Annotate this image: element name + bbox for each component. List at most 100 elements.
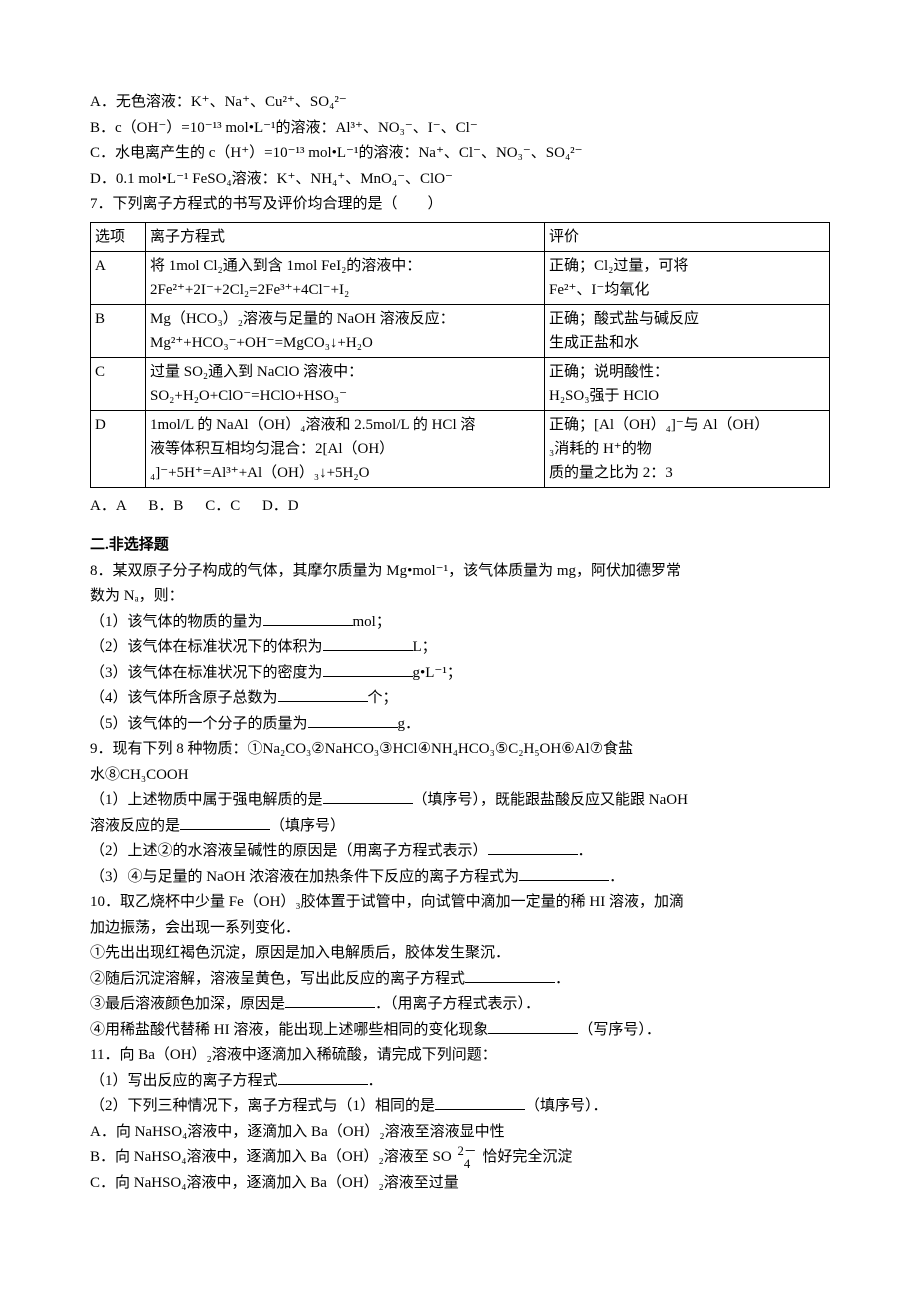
text: 水电离产生的 c（H⁺）=10⁻¹³ mol•L⁻¹的溶液：Na⁺、Cl⁻、NO… bbox=[115, 145, 583, 161]
line: SO₂+H₂O+ClO⁻=HClO+HSO₃⁻ bbox=[150, 388, 347, 404]
line: 2Fe²⁺+2I⁻+2Cl₂=2Fe³⁺+4Cl⁻+I₂ bbox=[150, 282, 349, 298]
th-equation: 离子方程式 bbox=[146, 222, 545, 251]
q6-opt-a: A．无色溶液：K⁺、Na⁺、Cu²⁺、SO₄²⁻ bbox=[90, 90, 830, 116]
label: B． bbox=[90, 120, 115, 136]
blank bbox=[285, 992, 375, 1008]
blank bbox=[323, 788, 413, 804]
line: 正确；Cl₂过量，可将 bbox=[549, 258, 688, 274]
q8-2: （2）该气体在标准状况下的体积为 L； bbox=[90, 635, 830, 661]
text: B．向 NaHSO₄溶液中，逐滴加入 Ba（OH）₂溶液至 SO bbox=[90, 1149, 452, 1165]
table-row: C 过量 SO₂通入到 NaClO 溶液中： SO₂+H₂O+ClO⁻=HClO… bbox=[91, 357, 830, 410]
q8-5: （5）该气体的一个分子的质量为 g． bbox=[90, 712, 830, 738]
line: 正确；说明酸性： bbox=[549, 364, 669, 380]
cell-opt: D bbox=[91, 410, 146, 487]
line: ₃消耗的 H⁺的物 bbox=[549, 441, 652, 457]
line: 将 1mol Cl₂通入到含 1mol FeI₂的溶液中： bbox=[150, 258, 421, 274]
section-2-title: 二.非选择题 bbox=[90, 533, 830, 559]
q7-choices: A．A B．B C．C D．D bbox=[90, 494, 830, 520]
text: （2）下列三种情况下，离子方程式与（1）相同的是 bbox=[90, 1098, 435, 1114]
text: （填序号），既能跟盐酸反应又能跟 NaOH bbox=[413, 792, 688, 808]
q7-stem: 7．下列离子方程式的书写及评价均合理的是（ ） bbox=[90, 192, 830, 218]
q8-stem: 8．某双原子分子构成的气体，其摩尔质量为 Mg•mol⁻¹，该气体质量为 mg，… bbox=[90, 559, 830, 585]
line: Fe²⁺、I⁻均氧化 bbox=[549, 282, 649, 298]
blank bbox=[278, 1069, 368, 1085]
q11-B: B．向 NaHSO₄溶液中，逐滴加入 Ba（OH）₂溶液至 SO 2－4 恰好完… bbox=[90, 1145, 830, 1171]
q8-3: （3）该气体在标准状况下的密度为 g•L⁻¹； bbox=[90, 661, 830, 687]
label: D． bbox=[90, 171, 116, 187]
blank bbox=[488, 839, 578, 855]
line: 质的量之比为 2：3 bbox=[549, 465, 673, 481]
q11-1: （1）写出反应的离子方程式 ． bbox=[90, 1069, 830, 1095]
text: （4）该气体所含原子总数为 bbox=[90, 690, 278, 706]
blank bbox=[488, 1018, 578, 1034]
text: 个； bbox=[368, 690, 398, 706]
label: A． bbox=[90, 94, 116, 110]
q8-stem2: 数为 Nₐ，则： bbox=[90, 584, 830, 610]
q11-stem: 11．向 Ba（OH）₂溶液中逐滴加入稀硫酸，请完成下列问题： bbox=[90, 1043, 830, 1069]
q9-2: （2）上述②的水溶液呈碱性的原因是（用离子方程式表示）． bbox=[90, 839, 830, 865]
text: mol； bbox=[353, 614, 391, 630]
q6-opt-b: B．c（OH⁻）=10⁻¹³ mol•L⁻¹的溶液：Al³⁺、NO₃⁻、I⁻、C… bbox=[90, 116, 830, 142]
cell-eq: Mg（HCO₃）₂溶液与足量的 NaOH 溶液反应： Mg²⁺+HCO₃⁻+OH… bbox=[146, 304, 545, 357]
cell-eval: 正确；酸式盐与碱反应 生成正盐和水 bbox=[545, 304, 830, 357]
q10-1: ①先出出现红褐色沉淀，原因是加入电解质后，胶体发生聚沉． bbox=[90, 941, 830, 967]
text: ． bbox=[555, 971, 570, 987]
choice-d: D．D bbox=[262, 498, 299, 514]
text: （1）写出反应的离子方程式 bbox=[90, 1073, 278, 1089]
q9-1: （1）上述物质中属于强电解质的是 （填序号），既能跟盐酸反应又能跟 NaOH bbox=[90, 788, 830, 814]
cell-opt: C bbox=[91, 357, 146, 410]
line: 正确；[Al（OH）₄]⁻与 Al（OH） bbox=[549, 417, 769, 433]
text: 无色溶液：K⁺、Na⁺、Cu²⁺、SO₄²⁻ bbox=[116, 94, 347, 110]
text: ④用稀盐酸代替稀 HI 溶液，能出现上述哪些相同的变化现象 bbox=[90, 1022, 488, 1038]
blank bbox=[323, 635, 413, 651]
text: ②随后沉淀溶解，溶液呈黄色，写出此反应的离子方程式 bbox=[90, 971, 465, 987]
text: （3）该气体在标准状况下的密度为 bbox=[90, 665, 323, 681]
text: ． bbox=[609, 869, 624, 885]
q7-table: 选项 离子方程式 评价 A 将 1mol Cl₂通入到含 1mol FeI₂的溶… bbox=[90, 222, 830, 488]
text: ③最后溶液颜色加深，原因是 bbox=[90, 996, 285, 1012]
text: （2）上述②的水溶液呈碱性的原因是（用离子方程式表示） bbox=[90, 843, 488, 859]
th-option: 选项 bbox=[91, 222, 146, 251]
blank bbox=[519, 865, 609, 881]
line: 8．某双原子分子构成的气体，其摩尔质量为 Mg•mol⁻¹，该气体质量为 mg，… bbox=[90, 563, 681, 579]
cell-eq: 过量 SO₂通入到 NaClO 溶液中： SO₂+H₂O+ClO⁻=HClO+H… bbox=[146, 357, 545, 410]
text: （1）上述物质中属于强电解质的是 bbox=[90, 792, 323, 808]
cell-eq: 1mol/L 的 NaAl（OH）₄溶液和 2.5mol/L 的 HCl 溶 液… bbox=[146, 410, 545, 487]
table-row: A 将 1mol Cl₂通入到含 1mol FeI₂的溶液中： 2Fe²⁺+2I… bbox=[91, 251, 830, 304]
q10-3: ③最后溶液颜色加深，原因是．（用离子方程式表示）． bbox=[90, 992, 830, 1018]
choice-b: B．B bbox=[148, 498, 183, 514]
choice-c: C．C bbox=[205, 498, 240, 514]
text: （2）该气体在标准状况下的体积为 bbox=[90, 639, 323, 655]
cell-eval: 正确；说明酸性： H₂SO₃强于 HClO bbox=[545, 357, 830, 410]
th-eval: 评价 bbox=[545, 222, 830, 251]
q10-2: ②随后沉淀溶解，溶液呈黄色，写出此反应的离子方程式 ． bbox=[90, 967, 830, 993]
line: 1mol/L 的 NaAl（OH）₄溶液和 2.5mol/L 的 HCl 溶 bbox=[150, 417, 475, 433]
q9-1b: 溶液反应的是（填序号） bbox=[90, 814, 830, 840]
text: L； bbox=[413, 639, 437, 655]
q11-A: A．向 NaHSO₄溶液中，逐滴加入 Ba（OH）₂溶液至溶液显中性 bbox=[90, 1120, 830, 1146]
line: H₂SO₃强于 HClO bbox=[549, 388, 659, 404]
q6-opt-c: C．水电离产生的 c（H⁺）=10⁻¹³ mol•L⁻¹的溶液：Na⁺、Cl⁻、… bbox=[90, 141, 830, 167]
text: g•L⁻¹； bbox=[413, 665, 462, 681]
q6-opt-d: D．0.1 mol•L⁻¹ FeSO₄溶液：K⁺、NH₄⁺、MnO₄⁻、ClO⁻ bbox=[90, 167, 830, 193]
choice-a: A．A bbox=[90, 498, 127, 514]
line: Mg²⁺+HCO₃⁻+OH⁻=MgCO₃↓+H₂O bbox=[150, 335, 373, 351]
blank bbox=[323, 661, 413, 677]
text: 溶液反应的是 bbox=[90, 818, 180, 834]
text: ． bbox=[368, 1073, 383, 1089]
q8-4: （4）该气体所含原子总数为 个； bbox=[90, 686, 830, 712]
line: 液等体积互相均匀混合：2[Al（OH） bbox=[150, 441, 394, 457]
cell-eq: 将 1mol Cl₂通入到含 1mol FeI₂的溶液中： 2Fe²⁺+2I⁻+… bbox=[146, 251, 545, 304]
text: （5）该气体的一个分子的质量为 bbox=[90, 716, 308, 732]
blank bbox=[435, 1094, 525, 1110]
text: （3）④与足量的 NaOH 浓溶液在加热条件下反应的离子方程式为 bbox=[90, 869, 519, 885]
line: ₄]⁻+5H⁺=Al³⁺+Al（OH）₃↓+5H₂O bbox=[150, 465, 369, 481]
line: 生成正盐和水 bbox=[549, 335, 639, 351]
text: （1）该气体的物质的量为 bbox=[90, 614, 263, 630]
q10-stem: 10．取乙烧杯中少量 Fe（OH）₃胶体置于试管中，向试管中滴加一定量的稀 HI… bbox=[90, 890, 830, 916]
line: Mg（HCO₃）₂溶液与足量的 NaOH 溶液反应： bbox=[150, 311, 455, 327]
text: g． bbox=[398, 716, 421, 732]
line: 过量 SO₂通入到 NaClO 溶液中： bbox=[150, 364, 363, 380]
cell-eval: 正确；[Al（OH）₄]⁻与 Al（OH） ₃消耗的 H⁺的物 质的量之比为 2… bbox=[545, 410, 830, 487]
so4-ion: 2－4 bbox=[457, 1145, 476, 1171]
